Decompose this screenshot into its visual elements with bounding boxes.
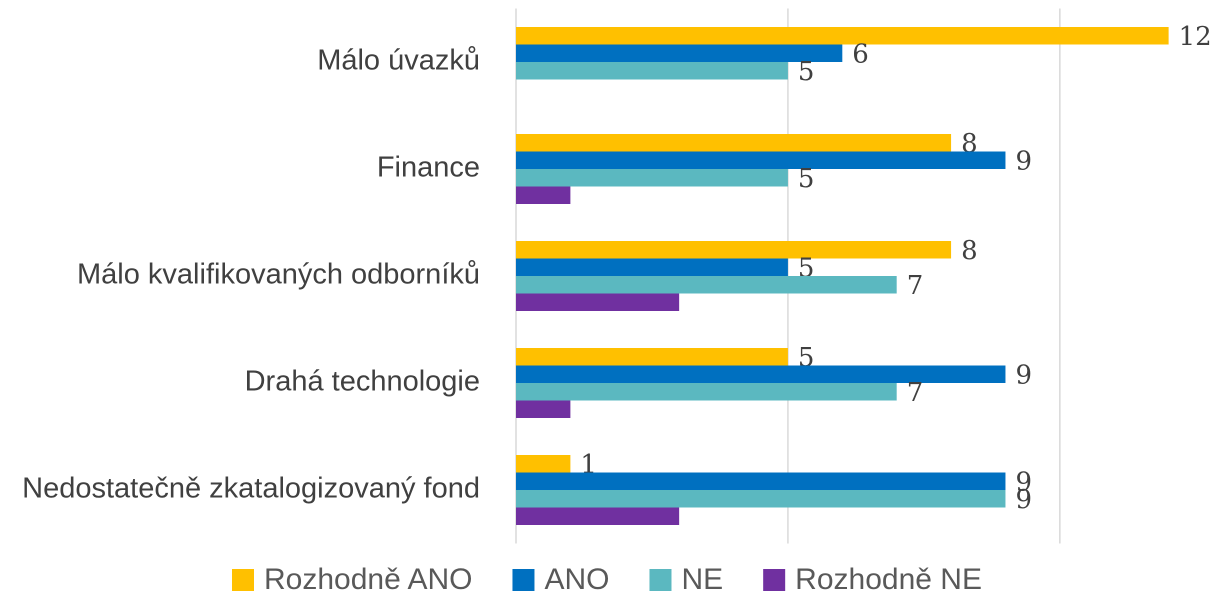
- bar: [516, 472, 1006, 490]
- bar: [516, 490, 1006, 508]
- data-label: 9: [1015, 467, 1032, 497]
- data-label: 7: [907, 378, 924, 408]
- data-label: 7: [907, 271, 924, 301]
- data-label: 5: [798, 164, 815, 194]
- legend-label: ANO: [544, 563, 609, 596]
- bar: [516, 186, 571, 204]
- legend-swatch: [512, 569, 535, 591]
- bar: [516, 348, 788, 366]
- bar: [516, 276, 897, 294]
- data-label: 9: [1015, 146, 1032, 176]
- bar: [516, 507, 680, 525]
- category-label: Málo kvalifikovaných odborníků: [77, 259, 480, 291]
- bar: [516, 27, 1169, 45]
- legend-label: Rozhodně NE: [795, 563, 982, 596]
- bar: [516, 44, 843, 62]
- data-label: 6: [852, 39, 869, 69]
- legend-swatch: [649, 569, 672, 591]
- legend-label: NE: [681, 563, 723, 596]
- bar: [516, 134, 952, 152]
- category-label: Drahá technologie: [245, 366, 480, 398]
- legend-label: Rozhodně ANO: [264, 563, 472, 596]
- category-label: Finance: [377, 152, 480, 184]
- legend-swatch: [232, 569, 254, 591]
- data-label: 9: [1015, 360, 1032, 390]
- data-label: 12: [1179, 22, 1212, 52]
- bar: [516, 293, 680, 311]
- bar: [516, 365, 1006, 383]
- bar: [516, 400, 571, 418]
- data-label: 5: [798, 343, 815, 373]
- bar: [516, 241, 952, 259]
- data-label: 8: [961, 236, 978, 266]
- bar: [516, 169, 788, 187]
- data-label: 8: [961, 129, 978, 159]
- bar: [516, 383, 897, 401]
- bar: [516, 258, 788, 276]
- legend-swatch: [763, 569, 786, 591]
- category-label: Nedostatečně zkatalogizovaný fond: [22, 473, 480, 505]
- data-label: 5: [798, 253, 815, 283]
- data-label: 9: [1015, 485, 1032, 515]
- data-label: 1: [580, 450, 597, 480]
- category-label: Málo úvazků: [317, 45, 480, 77]
- bar: [516, 62, 788, 80]
- data-label: 5: [798, 57, 815, 87]
- bar: [516, 455, 571, 473]
- bar: [516, 151, 1006, 169]
